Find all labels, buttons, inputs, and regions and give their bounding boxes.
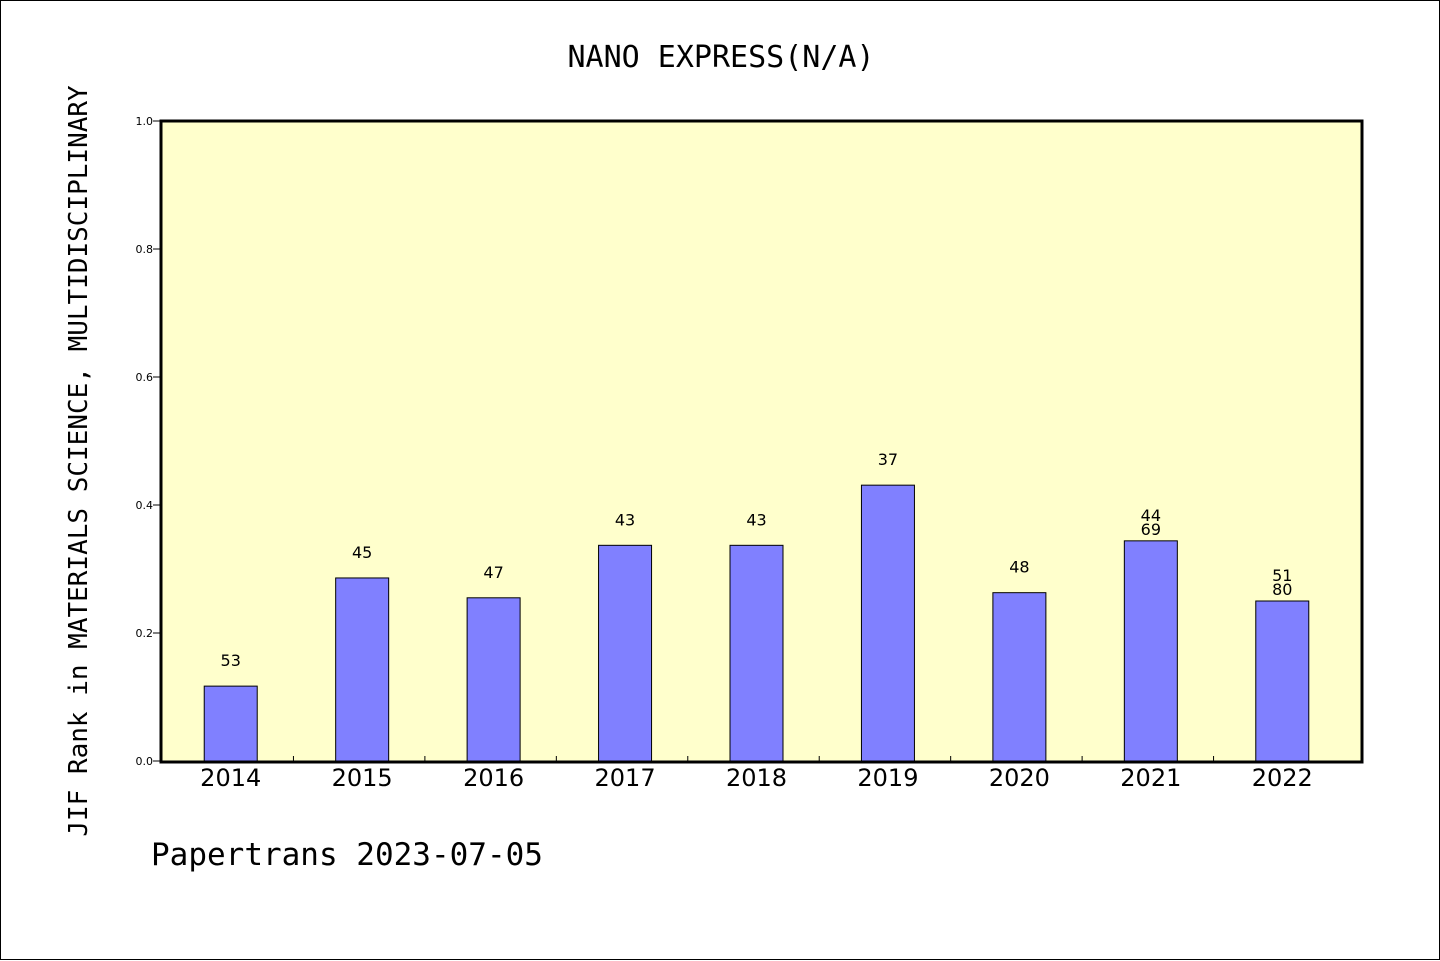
y-tick-label: 1.0 bbox=[136, 115, 154, 128]
data-label-2015: 45 bbox=[352, 543, 372, 562]
y-tick-label: 0.2 bbox=[136, 627, 154, 640]
y-axis-label: JIF Rank in MATERIALS SCIENCE, MULTIDISC… bbox=[64, 85, 94, 837]
chart-title: NANO EXPRESS(N/A) bbox=[567, 40, 874, 75]
x-tick-label-2018: 2018 bbox=[726, 764, 787, 792]
data-label-2021-2: 69 bbox=[1141, 520, 1161, 539]
x-axis-ticks: 2014 2015 2016 2017 2018 2019 2020 2021 2022 bbox=[200, 756, 1313, 792]
data-label-2022-1: 51 bbox=[1272, 566, 1292, 585]
bar-2020 bbox=[992, 592, 1047, 762]
y-tick-label: 0.4 bbox=[136, 499, 154, 512]
x-tick-label-2019: 2019 bbox=[857, 764, 918, 792]
data-label-2019: 37 bbox=[878, 450, 898, 469]
x-tick-label-2022: 2022 bbox=[1252, 764, 1313, 792]
bar-2016 bbox=[466, 597, 521, 762]
y-tick-label: 0.8 bbox=[136, 243, 154, 256]
bar-2019 bbox=[860, 484, 915, 762]
x-tick-label-2017: 2017 bbox=[595, 764, 656, 792]
data-label-2018: 43 bbox=[746, 510, 766, 529]
bar-2021 bbox=[1123, 540, 1178, 762]
y-tick-label: 0.6 bbox=[136, 371, 154, 384]
plot-border bbox=[159, 119, 1364, 764]
y-axis-ticks: 0.0 0.2 0.4 0.6 0.8 1.0 bbox=[136, 115, 161, 768]
x-tick-label-2021: 2021 bbox=[1120, 764, 1181, 792]
data-label-2014: 53 bbox=[221, 651, 241, 670]
data-label-2021-1: 44 bbox=[1141, 506, 1161, 525]
bar-2022 bbox=[1255, 600, 1310, 762]
bars-group bbox=[203, 484, 1310, 762]
x-tick-label-2014: 2014 bbox=[200, 764, 261, 792]
y-tick-label: 0.0 bbox=[136, 755, 154, 768]
data-label-2020: 48 bbox=[1009, 558, 1029, 577]
data-label-2017: 43 bbox=[615, 510, 635, 529]
bar-2017 bbox=[598, 544, 653, 762]
x-tick-label-2020: 2020 bbox=[989, 764, 1050, 792]
bar-2014 bbox=[203, 685, 258, 762]
bar-2018 bbox=[729, 544, 784, 762]
data-label-2022-2: 80 bbox=[1272, 580, 1292, 599]
footer-credit: Papertrans 2023-07-05 bbox=[151, 837, 543, 873]
data-label-2016: 47 bbox=[483, 563, 503, 582]
x-tick-label-2016: 2016 bbox=[463, 764, 524, 792]
x-tick-label-2015: 2015 bbox=[332, 764, 393, 792]
bar-2015 bbox=[335, 577, 390, 762]
